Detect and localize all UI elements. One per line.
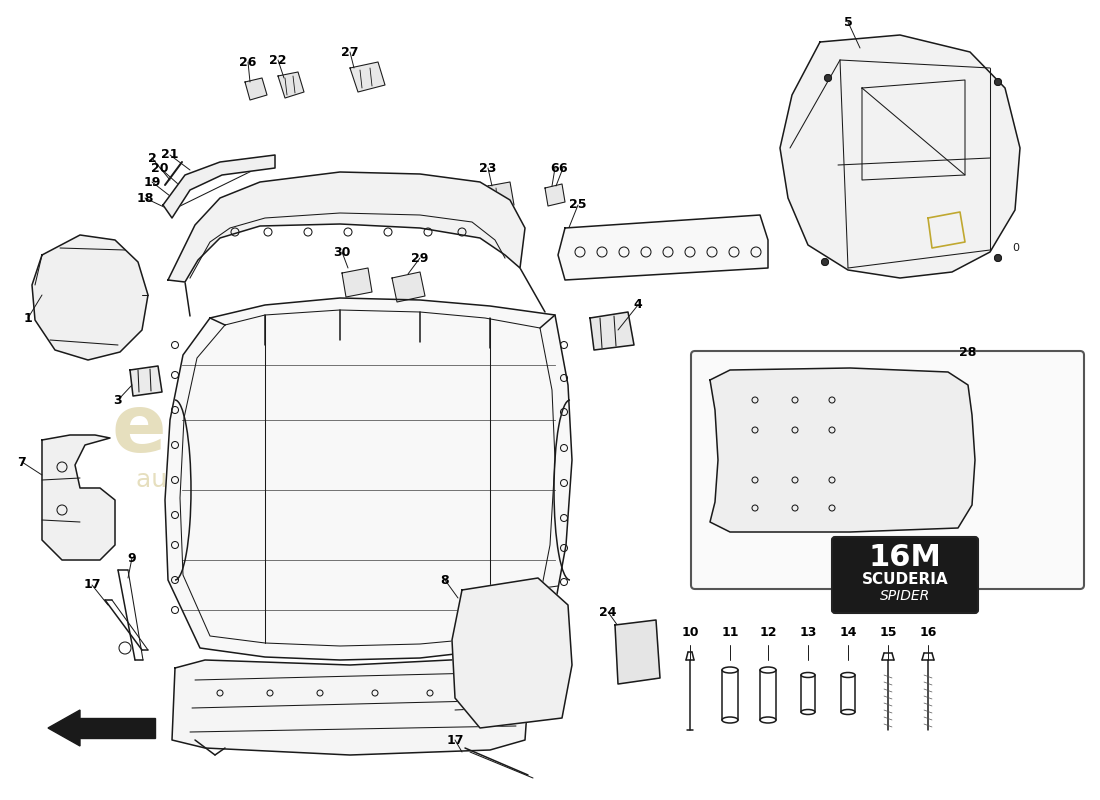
Circle shape	[825, 74, 832, 82]
Text: 1: 1	[23, 311, 32, 325]
Polygon shape	[544, 184, 565, 206]
Text: 7: 7	[18, 455, 26, 469]
Text: 21: 21	[162, 149, 178, 162]
FancyBboxPatch shape	[691, 351, 1084, 589]
Text: 17: 17	[447, 734, 464, 746]
Text: automotor parts since 1985: automotor parts since 1985	[136, 468, 484, 492]
Text: 16: 16	[920, 626, 937, 639]
Polygon shape	[590, 312, 634, 350]
Text: 27: 27	[341, 46, 359, 58]
Text: 0: 0	[1012, 243, 1019, 253]
Text: 12: 12	[759, 626, 777, 639]
Polygon shape	[172, 658, 530, 755]
Polygon shape	[168, 172, 525, 282]
Polygon shape	[342, 268, 372, 297]
FancyBboxPatch shape	[832, 537, 978, 613]
Polygon shape	[862, 80, 965, 180]
Circle shape	[994, 254, 1001, 262]
Text: 2: 2	[147, 151, 156, 165]
Text: 26: 26	[240, 55, 256, 69]
Text: 9: 9	[128, 551, 136, 565]
Text: 3: 3	[113, 394, 122, 406]
Text: 24: 24	[600, 606, 617, 618]
Text: 11: 11	[722, 626, 739, 639]
Polygon shape	[558, 215, 768, 280]
Text: 15: 15	[879, 626, 896, 639]
Text: eurocars: eurocars	[111, 391, 508, 469]
Circle shape	[994, 78, 1001, 86]
Polygon shape	[710, 368, 975, 532]
Polygon shape	[80, 718, 155, 738]
Text: 13: 13	[800, 626, 816, 639]
Polygon shape	[452, 578, 572, 728]
Text: 18: 18	[136, 191, 154, 205]
Polygon shape	[615, 620, 660, 684]
Polygon shape	[780, 35, 1020, 278]
Text: 16M: 16M	[869, 543, 942, 573]
Polygon shape	[392, 272, 425, 302]
Text: 25: 25	[570, 198, 586, 211]
Polygon shape	[130, 366, 162, 396]
Polygon shape	[488, 182, 514, 210]
Text: 19: 19	[143, 175, 161, 189]
Polygon shape	[48, 710, 80, 746]
Text: SPIDER: SPIDER	[880, 589, 931, 603]
Text: 5: 5	[844, 15, 852, 29]
Text: 17: 17	[84, 578, 101, 591]
Text: 23: 23	[480, 162, 497, 174]
Text: 4: 4	[634, 298, 642, 311]
Polygon shape	[42, 435, 116, 560]
Polygon shape	[32, 235, 148, 360]
Text: 10: 10	[681, 626, 698, 639]
Text: 20: 20	[152, 162, 168, 174]
Text: 6: 6	[559, 162, 568, 174]
Text: 14: 14	[839, 626, 857, 639]
Text: 28: 28	[959, 346, 977, 358]
Text: 30: 30	[333, 246, 351, 258]
Polygon shape	[928, 212, 965, 248]
Polygon shape	[163, 155, 275, 218]
Polygon shape	[245, 78, 267, 100]
Text: 8: 8	[441, 574, 449, 586]
Text: 22: 22	[270, 54, 287, 66]
Text: 29: 29	[411, 251, 429, 265]
Text: 6: 6	[551, 162, 559, 174]
Polygon shape	[165, 298, 572, 660]
Text: SCUDERIA: SCUDERIA	[861, 573, 948, 587]
Circle shape	[822, 258, 828, 266]
Polygon shape	[278, 72, 304, 98]
Polygon shape	[350, 62, 385, 92]
